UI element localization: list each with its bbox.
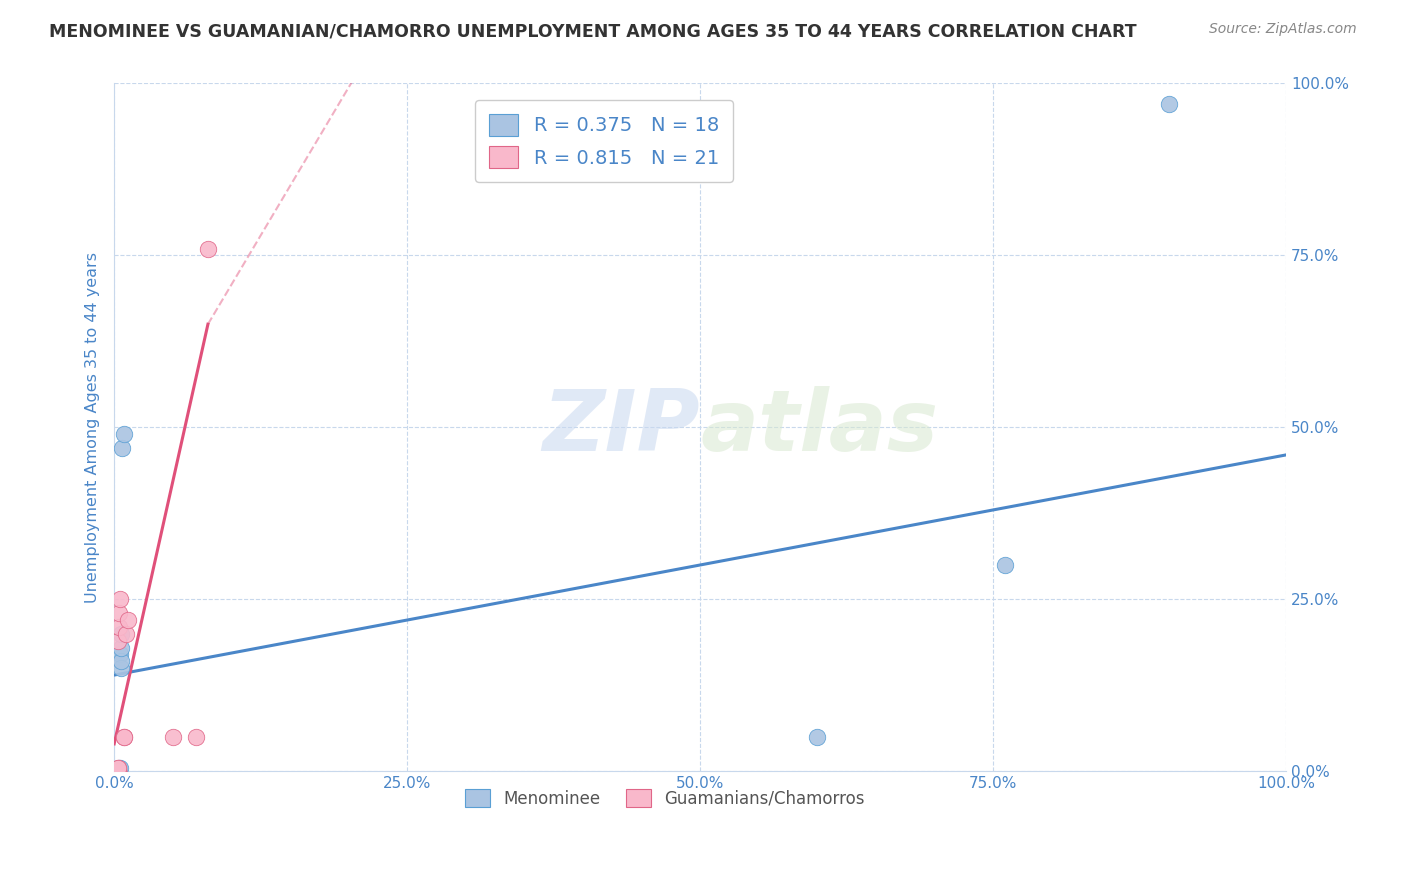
Point [108, 761, 131, 775]
Point [110, 640, 132, 655]
Point [108, 606, 131, 620]
Point [111, 441, 134, 455]
Y-axis label: Unemployment Among Ages 35 to 44 years: Unemployment Among Ages 35 to 44 years [86, 252, 100, 603]
Point [108, 592, 131, 607]
Point [117, 613, 139, 627]
Text: MENOMINEE VS GUAMANIAN/CHAMORRO UNEMPLOYMENT AMONG AGES 35 TO 44 YEARS CORRELATI: MENOMINEE VS GUAMANIAN/CHAMORRO UNEMPLOY… [49, 22, 1137, 40]
Point [107, 764, 129, 779]
Point [107, 764, 129, 779]
Point [162, 730, 184, 744]
Point [107, 764, 129, 779]
Point [107, 764, 129, 779]
Text: atlas: atlas [700, 386, 938, 469]
Point [110, 661, 132, 675]
Point [112, 730, 135, 744]
Point [107, 764, 129, 779]
Point [107, 764, 129, 779]
Point [107, 764, 129, 779]
Point [107, 764, 129, 779]
Point [115, 627, 138, 641]
Point [107, 761, 129, 775]
Point [108, 648, 131, 662]
Point [186, 730, 208, 744]
Point [108, 620, 131, 634]
Point [110, 627, 132, 641]
Point [107, 764, 129, 779]
Point [107, 764, 129, 779]
Point [1157, 97, 1180, 112]
Point [107, 761, 129, 775]
Point [107, 764, 129, 779]
Point [112, 730, 135, 744]
Text: ZIP: ZIP [543, 386, 700, 469]
Point [994, 558, 1017, 572]
Point [112, 427, 135, 442]
Point [108, 761, 131, 775]
Text: Source: ZipAtlas.com: Source: ZipAtlas.com [1209, 22, 1357, 37]
Point [806, 730, 828, 744]
Legend: Menominee, Guamanians/Chamorros: Menominee, Guamanians/Chamorros [458, 782, 872, 814]
Point [107, 764, 129, 779]
Point [107, 764, 129, 779]
Point [107, 633, 129, 648]
Point [107, 764, 129, 779]
Point [110, 654, 132, 668]
Point [197, 242, 219, 256]
